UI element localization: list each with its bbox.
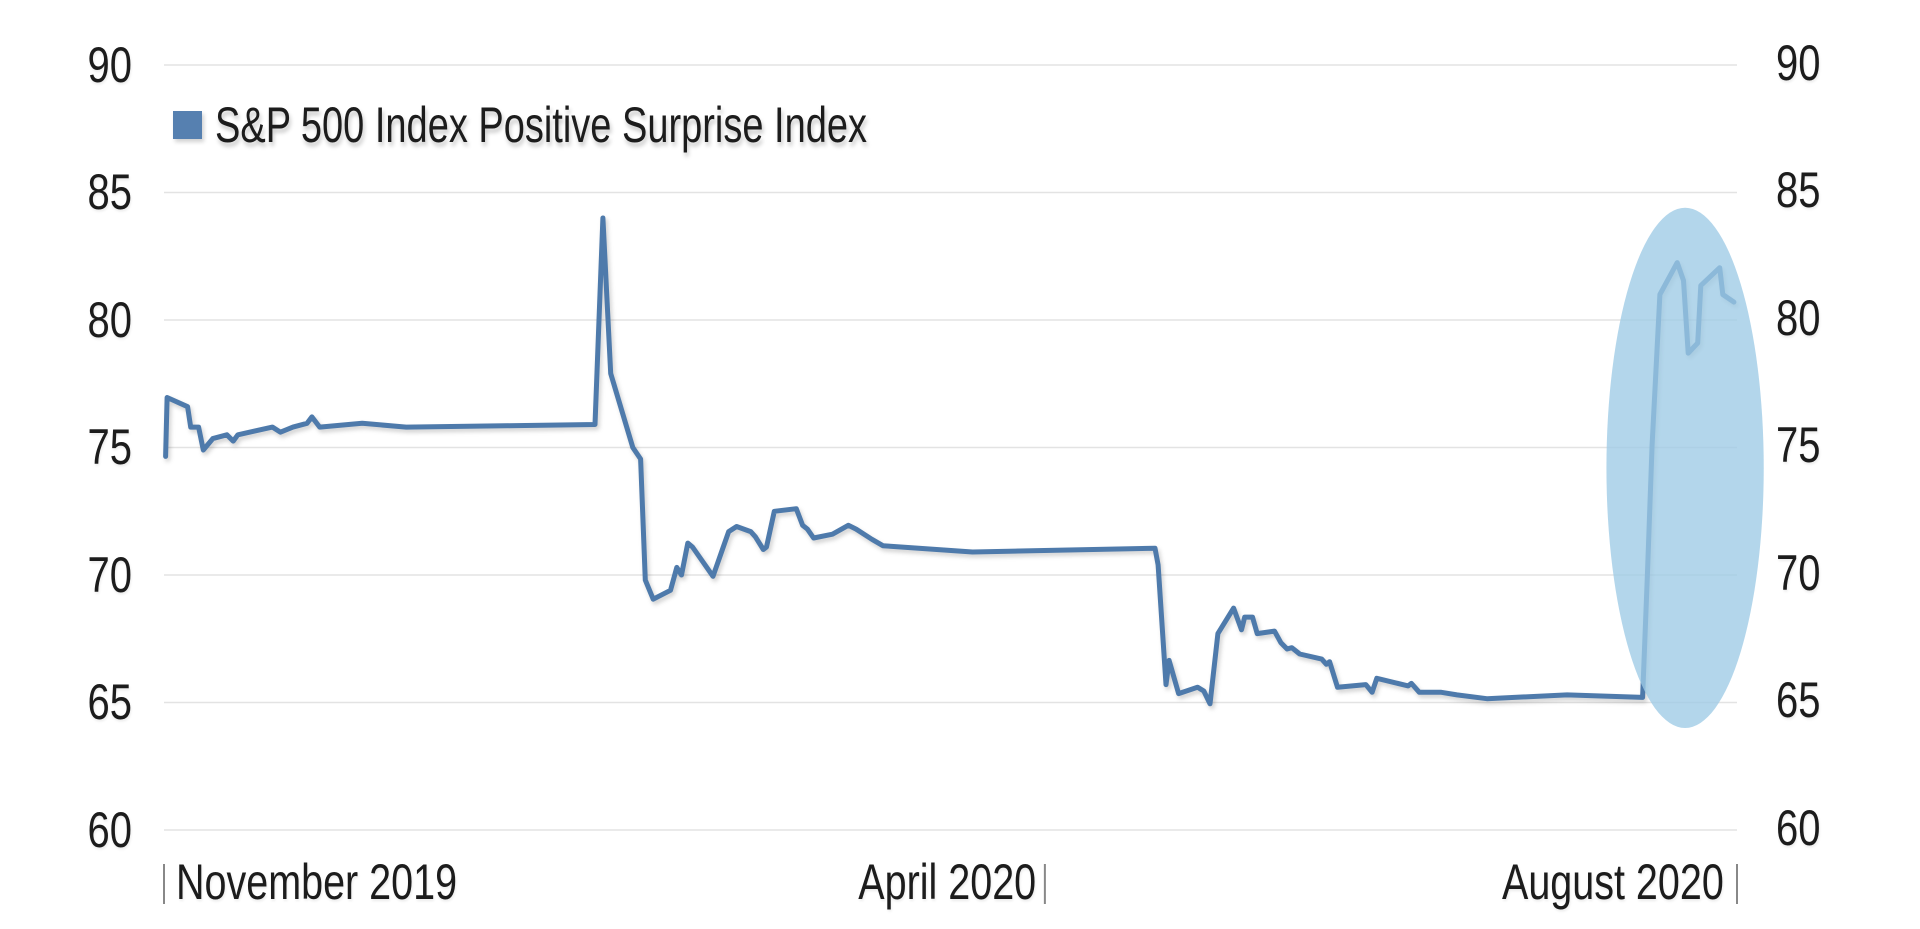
highlight-ellipse bbox=[1606, 207, 1764, 728]
y-tick-label: 80 bbox=[87, 292, 133, 348]
y-tick-label: 65 bbox=[87, 674, 133, 730]
y-tick-label: 90 bbox=[1776, 35, 1821, 91]
legend: S&P 500 Index Positive Surprise Index bbox=[173, 100, 1073, 150]
x-axis-ticks bbox=[163, 864, 1738, 904]
y-tick-label: 90 bbox=[87, 37, 133, 93]
x-tick-label-november-2019: November 2019 bbox=[176, 854, 458, 910]
x-tick-label-august-2020: August 2020 bbox=[1502, 854, 1724, 910]
legend-label: S&P 500 Index Positive Surprise Index bbox=[215, 97, 868, 153]
y-tick-label: 60 bbox=[1776, 800, 1821, 856]
y-tick-label: 85 bbox=[1776, 162, 1821, 218]
x-tick-label-april-2020: April 2020 bbox=[858, 854, 1036, 910]
y-tick-label: 70 bbox=[1776, 545, 1821, 601]
y-tick-label: 75 bbox=[1776, 417, 1821, 473]
y-tick-label: 60 bbox=[87, 802, 133, 858]
gridlines bbox=[164, 64, 1737, 831]
series-line-sp500-positive-surprise bbox=[163, 215, 1737, 707]
legend-swatch-icon bbox=[173, 111, 202, 139]
y-tick-label: 70 bbox=[87, 547, 133, 603]
y-tick-label: 85 bbox=[87, 164, 133, 220]
y-tick-label: 80 bbox=[1776, 290, 1821, 346]
y-tick-label: 65 bbox=[1776, 672, 1821, 728]
y-tick-label: 75 bbox=[87, 419, 133, 475]
